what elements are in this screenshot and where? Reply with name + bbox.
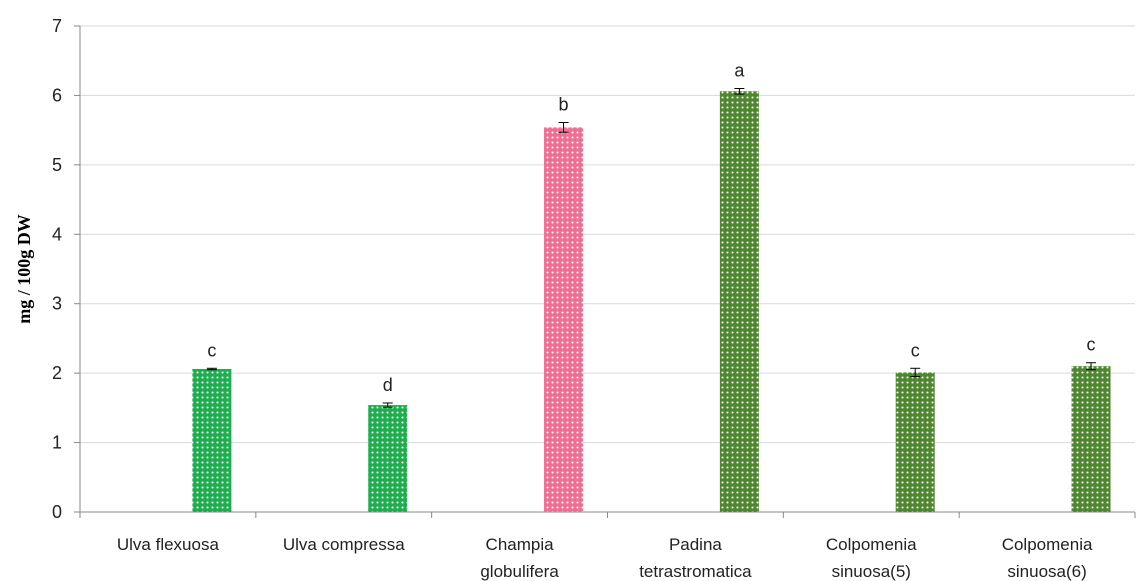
y-tick-label: 5: [52, 155, 62, 175]
bars-group: [192, 87, 1111, 513]
significance-label: c: [207, 340, 216, 360]
significance-label: d: [383, 375, 393, 395]
bar-pattern: [719, 91, 759, 513]
y-tick-label: 2: [52, 363, 62, 383]
bar-pattern: [368, 405, 408, 512]
y-tick-label: 3: [52, 294, 62, 314]
category-label: Ulva compressa: [283, 535, 405, 554]
gridlines: [80, 25, 1135, 444]
significance-label: c: [911, 340, 920, 360]
labels-group: c Ulva flexuosa d Ulva compressa b Champia glo…: [117, 60, 1096, 581]
category-label: sinuosa(5): [832, 562, 911, 581]
bar-pattern: [1071, 366, 1111, 512]
y-tick-label: 7: [52, 16, 62, 36]
category-label: tetrastromatica: [639, 562, 752, 581]
y-tick-label: 1: [52, 433, 62, 453]
significance-label: c: [1087, 335, 1096, 355]
y-tick-label: 6: [52, 85, 62, 105]
y-tick-label: 0: [52, 502, 62, 522]
category-label: Ulva flexuosa: [117, 535, 220, 554]
category-label: sinuosa(6): [1007, 562, 1086, 581]
significance-label: b: [559, 95, 569, 115]
axes: 0 1 2 3 4 5 6 7 mg / 100g DW: [14, 16, 1136, 522]
bar-pattern: [544, 127, 584, 512]
bar-pattern: [192, 368, 232, 512]
bar-pattern: [895, 372, 935, 512]
y-tick-label: 4: [52, 224, 62, 244]
category-label: globulifera: [480, 562, 559, 581]
category-label: Colpomenia: [826, 535, 917, 554]
category-label: Colpomenia: [1002, 535, 1093, 554]
category-label: Champia: [486, 535, 555, 554]
significance-label: a: [734, 60, 745, 80]
y-axis-title: mg / 100g DW: [14, 214, 34, 324]
category-label: Padina: [669, 535, 722, 554]
